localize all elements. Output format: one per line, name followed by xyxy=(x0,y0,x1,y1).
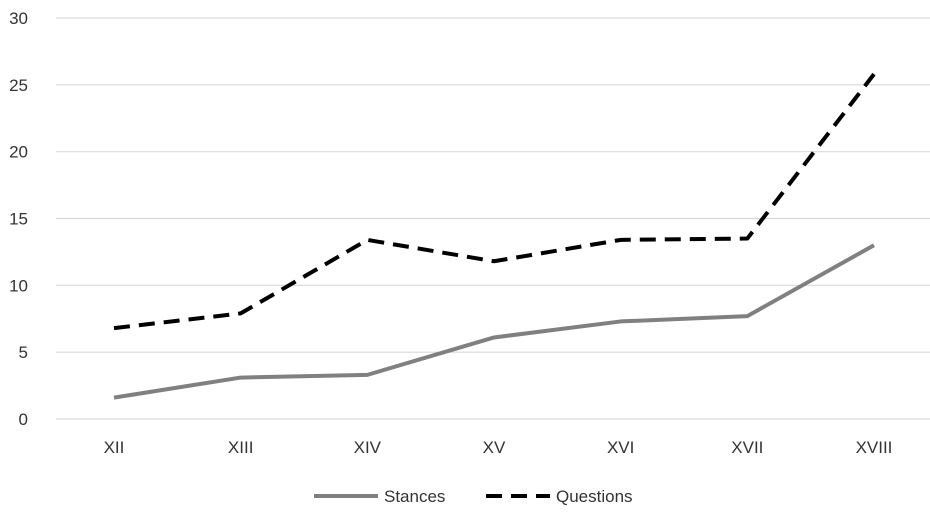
gridlines xyxy=(56,17,930,420)
x-tick-label: XVII xyxy=(731,438,763,457)
legend-label-stances: Stances xyxy=(384,487,445,506)
legend-label-questions: Questions xyxy=(556,487,633,506)
x-tick-label: XIV xyxy=(354,438,382,457)
series-line-questions xyxy=(113,72,876,331)
y-tick-label: 15 xyxy=(9,210,28,229)
x-tick-label: XV xyxy=(483,438,506,457)
series-lines xyxy=(113,72,876,400)
x-tick-label: XVI xyxy=(607,438,634,457)
series-line-stances xyxy=(113,243,875,400)
x-tick-label: XVIII xyxy=(856,438,893,457)
y-tick-label: 30 xyxy=(9,9,28,28)
y-tick-label: 10 xyxy=(9,276,28,295)
y-tick-label: 20 xyxy=(9,143,28,162)
legend: Stances Questions xyxy=(314,487,633,506)
x-tick-label: XII xyxy=(104,438,125,457)
x-axis-ticks: XII XIII XIV XV XVI XVII XVIII xyxy=(104,438,893,457)
y-tick-label: 25 xyxy=(9,76,28,95)
x-tick-label: XIII xyxy=(228,438,254,457)
y-axis-ticks: 0 5 10 15 20 25 30 xyxy=(9,9,28,429)
y-tick-label: 5 xyxy=(19,343,28,362)
y-tick-label: 0 xyxy=(19,410,28,429)
